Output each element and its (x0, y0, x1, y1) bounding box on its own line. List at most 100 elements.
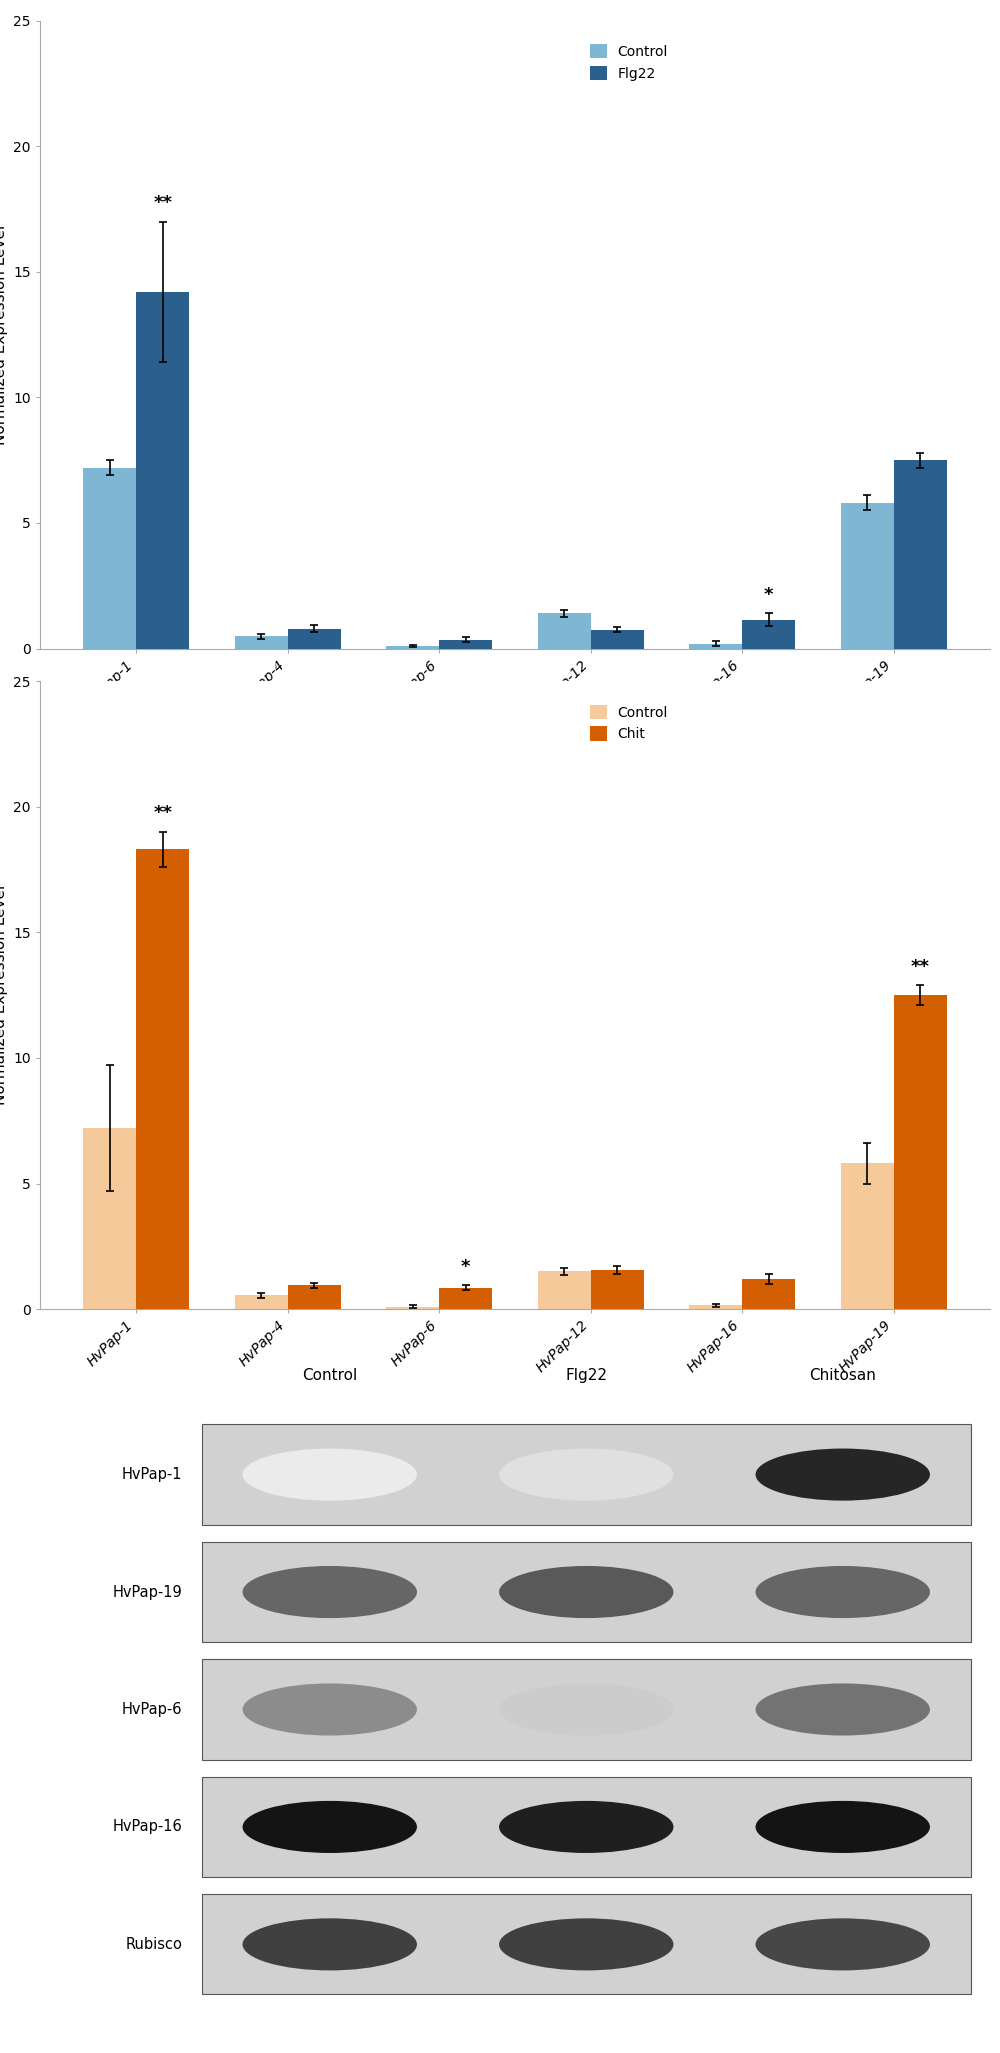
Ellipse shape (543, 1696, 630, 1722)
Ellipse shape (511, 1688, 662, 1733)
Ellipse shape (523, 1456, 650, 1493)
Ellipse shape (258, 1688, 401, 1731)
Text: Flg22: Flg22 (565, 1367, 607, 1384)
Ellipse shape (282, 1460, 377, 1488)
Ellipse shape (254, 1571, 405, 1614)
Ellipse shape (795, 1579, 890, 1605)
Text: **: ** (153, 195, 172, 211)
Ellipse shape (250, 1922, 409, 1969)
Ellipse shape (247, 1566, 413, 1618)
Ellipse shape (523, 1809, 650, 1846)
Ellipse shape (783, 1575, 902, 1610)
Ellipse shape (243, 1800, 417, 1854)
Ellipse shape (535, 1811, 638, 1842)
Ellipse shape (258, 1924, 401, 1965)
Ellipse shape (771, 1807, 914, 1848)
Bar (136, 292, 189, 649)
Ellipse shape (767, 1688, 918, 1733)
FancyBboxPatch shape (202, 1659, 971, 1759)
Ellipse shape (286, 1696, 373, 1722)
Ellipse shape (519, 1807, 654, 1848)
Ellipse shape (783, 1809, 902, 1846)
Ellipse shape (756, 1918, 930, 1971)
Ellipse shape (543, 1815, 630, 1839)
Ellipse shape (503, 1920, 669, 1969)
Bar (591, 1271, 644, 1310)
Text: **: ** (153, 805, 172, 823)
Ellipse shape (779, 1809, 906, 1846)
Ellipse shape (539, 1579, 634, 1605)
Ellipse shape (507, 1686, 666, 1733)
Ellipse shape (282, 1579, 377, 1605)
Ellipse shape (795, 1813, 890, 1842)
Ellipse shape (499, 1566, 673, 1618)
Ellipse shape (771, 1924, 914, 1965)
Ellipse shape (511, 1571, 662, 1614)
Bar (439, 1287, 492, 1310)
Ellipse shape (278, 1694, 381, 1725)
Ellipse shape (775, 1573, 910, 1612)
Ellipse shape (787, 1575, 898, 1610)
Ellipse shape (756, 1566, 930, 1618)
Ellipse shape (763, 1568, 922, 1616)
Bar (386, 1306, 439, 1310)
Bar (288, 628, 341, 649)
Ellipse shape (270, 1926, 389, 1963)
Ellipse shape (507, 1803, 666, 1850)
Ellipse shape (247, 1920, 413, 1969)
Ellipse shape (243, 1683, 417, 1735)
Ellipse shape (535, 1577, 638, 1607)
Ellipse shape (266, 1926, 393, 1963)
Ellipse shape (503, 1803, 669, 1852)
Ellipse shape (250, 1451, 409, 1499)
Bar (591, 630, 644, 649)
Ellipse shape (286, 1932, 373, 1957)
Ellipse shape (286, 1462, 373, 1488)
Bar (841, 1164, 894, 1310)
Ellipse shape (243, 1566, 417, 1618)
Ellipse shape (799, 1815, 886, 1839)
Ellipse shape (787, 1694, 898, 1727)
Ellipse shape (523, 1926, 650, 1963)
Legend: Control, Flg22: Control, Flg22 (586, 41, 672, 84)
Bar (742, 1279, 795, 1310)
Ellipse shape (278, 1811, 381, 1842)
Ellipse shape (262, 1924, 397, 1965)
Ellipse shape (527, 1926, 646, 1963)
Ellipse shape (756, 1800, 930, 1854)
Ellipse shape (795, 1930, 890, 1959)
Ellipse shape (775, 1690, 910, 1729)
Ellipse shape (503, 1686, 669, 1735)
Ellipse shape (499, 1918, 673, 1971)
Ellipse shape (527, 1809, 646, 1846)
Ellipse shape (511, 1805, 662, 1850)
Text: *: * (764, 585, 774, 604)
Ellipse shape (539, 1813, 634, 1842)
Ellipse shape (760, 1920, 926, 1969)
Ellipse shape (543, 1579, 630, 1605)
Ellipse shape (503, 1566, 669, 1618)
Ellipse shape (763, 1922, 922, 1969)
Text: HvPap-6: HvPap-6 (122, 1702, 183, 1716)
Text: Chitosan: Chitosan (809, 1367, 876, 1384)
Ellipse shape (282, 1930, 377, 1959)
Ellipse shape (531, 1694, 642, 1727)
Ellipse shape (791, 1811, 894, 1842)
Ellipse shape (543, 1932, 630, 1957)
Ellipse shape (531, 1575, 642, 1610)
Ellipse shape (795, 1460, 890, 1488)
Ellipse shape (278, 1577, 381, 1607)
Ellipse shape (243, 1449, 417, 1501)
Ellipse shape (515, 1454, 658, 1497)
Ellipse shape (531, 1811, 642, 1844)
Ellipse shape (262, 1573, 397, 1612)
Text: **: ** (911, 957, 930, 975)
Ellipse shape (791, 1577, 894, 1607)
Bar (386, 647, 439, 649)
Ellipse shape (270, 1458, 389, 1493)
Ellipse shape (783, 1926, 902, 1963)
Ellipse shape (791, 1694, 894, 1725)
Bar (894, 996, 947, 1310)
Legend: Control, Chit: Control, Chit (586, 700, 672, 745)
Ellipse shape (274, 1811, 385, 1844)
